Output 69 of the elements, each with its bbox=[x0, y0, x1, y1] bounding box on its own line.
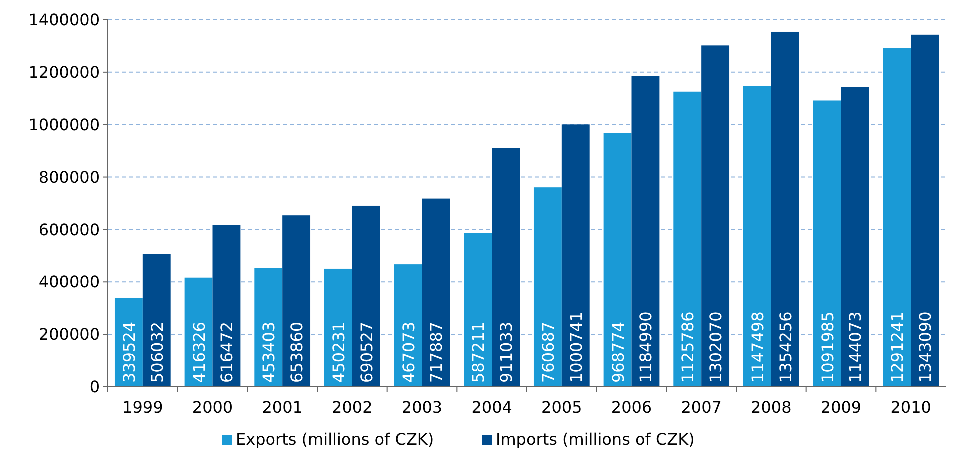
bar bbox=[212, 225, 241, 387]
bar bbox=[394, 264, 422, 387]
y-tick-label: 800000 bbox=[38, 168, 100, 187]
bar bbox=[352, 206, 380, 387]
data-label: 453403 bbox=[260, 322, 279, 383]
bar bbox=[674, 92, 702, 387]
bar bbox=[562, 124, 590, 387]
data-label: 690527 bbox=[357, 322, 376, 383]
bar bbox=[632, 76, 660, 387]
bar bbox=[422, 198, 450, 387]
data-label: 1144073 bbox=[846, 312, 866, 383]
x-tick-label: 2008 bbox=[751, 398, 792, 417]
y-tick-label: 600000 bbox=[38, 220, 100, 240]
data-label: 1091985 bbox=[818, 312, 838, 383]
bar bbox=[324, 268, 352, 387]
legend-label: Imports (millions of CZK) bbox=[496, 430, 695, 449]
bar bbox=[702, 46, 730, 387]
x-tick-label: 2007 bbox=[681, 398, 722, 417]
bar bbox=[282, 216, 311, 387]
data-label: 416326 bbox=[190, 322, 209, 383]
y-tick-label: 400000 bbox=[38, 272, 100, 292]
data-label: 587211 bbox=[469, 322, 488, 383]
data-label: 1291241 bbox=[888, 312, 908, 383]
bar bbox=[184, 278, 213, 387]
bar bbox=[534, 188, 562, 387]
bar bbox=[464, 233, 492, 387]
data-label: 450231 bbox=[329, 322, 348, 383]
data-label: 653860 bbox=[288, 322, 307, 383]
data-label: 911033 bbox=[497, 322, 516, 383]
data-label: 1184990 bbox=[636, 312, 656, 383]
data-label: 467073 bbox=[399, 322, 418, 383]
bar bbox=[142, 254, 171, 387]
bar bbox=[743, 86, 772, 387]
x-tick-label: 2001 bbox=[262, 398, 303, 417]
x-tick-label: 2004 bbox=[472, 398, 512, 417]
data-label: 1343090 bbox=[916, 312, 936, 383]
y-tick-label: 1200000 bbox=[28, 63, 100, 82]
data-label: 1354256 bbox=[776, 312, 796, 383]
data-label: 1147498 bbox=[748, 312, 768, 383]
x-tick-label: 2005 bbox=[542, 398, 582, 417]
data-label: 1125786 bbox=[678, 312, 698, 383]
x-tick-label: 2003 bbox=[402, 398, 443, 417]
y-tick-label: 200000 bbox=[38, 325, 100, 344]
bar bbox=[911, 34, 940, 387]
data-label: 1000741 bbox=[566, 312, 586, 383]
x-tick-label: 1999 bbox=[122, 398, 164, 417]
x-tick-label: 2006 bbox=[611, 398, 652, 417]
bar bbox=[604, 133, 632, 387]
data-label: 1302070 bbox=[706, 312, 726, 383]
x-tick-label: 2002 bbox=[332, 398, 373, 417]
data-label: 616472 bbox=[218, 322, 237, 383]
legend-label: Exports (millions of CZK) bbox=[236, 430, 434, 449]
data-label: 339524 bbox=[120, 322, 139, 383]
bar bbox=[254, 268, 283, 387]
y-tick-label: 1000000 bbox=[28, 115, 100, 134]
bar bbox=[883, 48, 912, 387]
data-label: 506032 bbox=[148, 322, 167, 383]
y-tick-label: 0 bbox=[90, 378, 100, 397]
x-tick-label: 2010 bbox=[890, 398, 932, 417]
bar bbox=[492, 148, 520, 387]
y-tick-label: 1400000 bbox=[28, 10, 100, 30]
data-label: 717887 bbox=[427, 322, 446, 383]
data-label: 968774 bbox=[608, 322, 628, 383]
bar bbox=[771, 32, 800, 387]
bar bbox=[841, 87, 870, 387]
x-tick-label: 2000 bbox=[192, 398, 234, 417]
data-label: 760687 bbox=[538, 322, 558, 383]
x-tick-label: 2009 bbox=[820, 398, 862, 417]
bar bbox=[813, 100, 842, 387]
